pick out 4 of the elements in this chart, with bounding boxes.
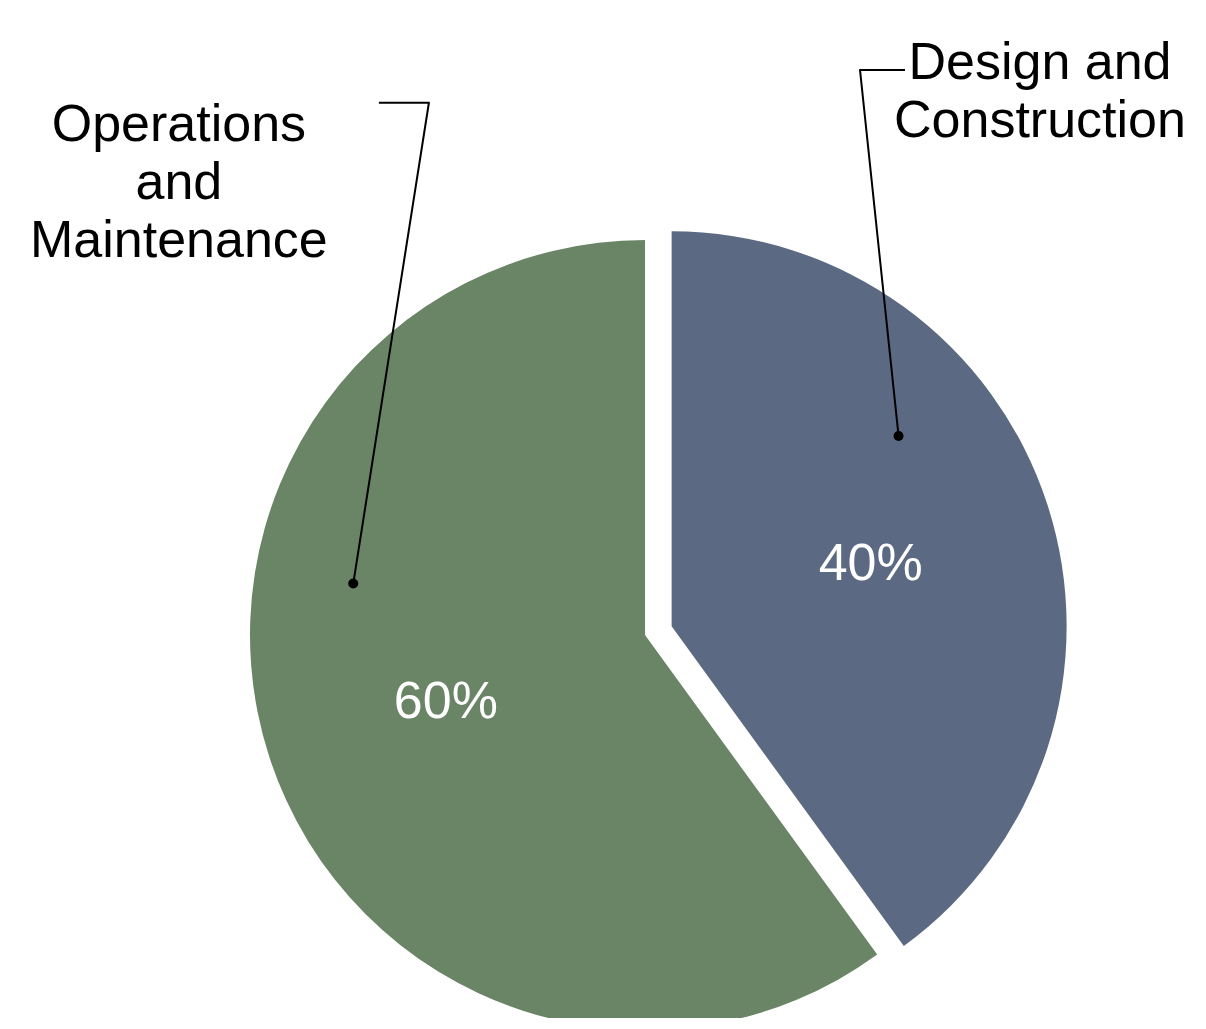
slice-label: Design and Construction bbox=[894, 31, 1186, 148]
data-label: 60% bbox=[393, 670, 498, 729]
data-label: 40% bbox=[818, 532, 923, 591]
slice-label: Operations and Maintenance bbox=[30, 93, 328, 268]
